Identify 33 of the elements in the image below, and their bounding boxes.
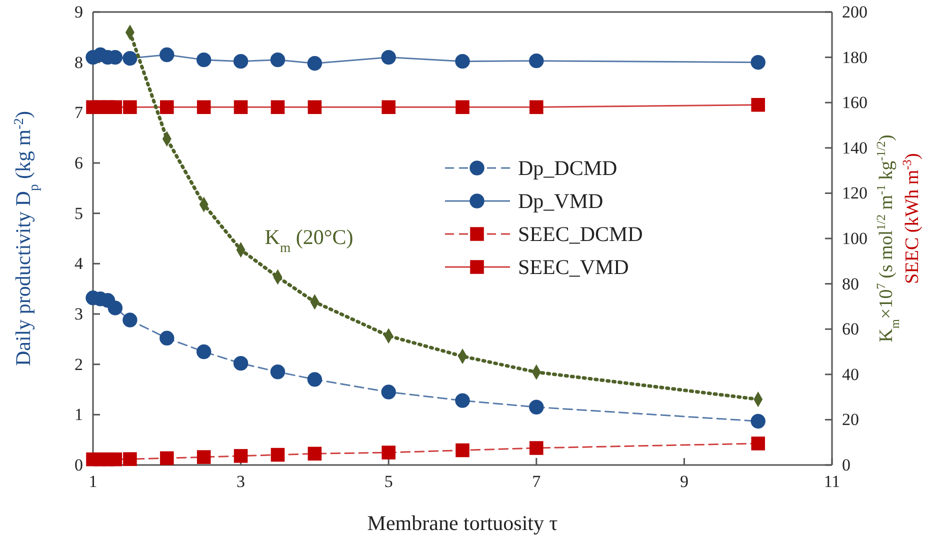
y2-tick-label: 180 (842, 48, 868, 67)
y2-tick-label: 40 (842, 364, 859, 384)
y2-tick-label: 60 (842, 320, 859, 339)
x-tick-label: 11 (824, 472, 840, 492)
legend-label: SEEC_VMD (518, 255, 629, 279)
y-tick-label: 4 (74, 254, 84, 274)
y2-tick-label: 120 (842, 184, 868, 203)
y-tick-label: 5 (74, 204, 83, 223)
y2-tick-label: 160 (842, 93, 868, 112)
y-tick-label: 0 (74, 455, 83, 474)
legend-label: Dp_VMD (518, 189, 604, 213)
x-tick-label: 3 (236, 472, 246, 492)
y2-tick-label: 80 (842, 274, 859, 294)
y-tick-label: 9 (74, 2, 83, 22)
y-tick-label: 3 (74, 304, 83, 324)
y2-tick-label: 20 (842, 410, 859, 430)
series-label: K$_{m}$ (20°C) (264, 224, 354, 254)
x-tick-label: 1 (88, 472, 98, 492)
y-tick-label: 2 (74, 354, 83, 374)
x-tick-label: 5 (384, 472, 393, 492)
y2-tick-label: 140 (842, 138, 868, 158)
legend-label: SEEC_DCMD (518, 222, 643, 246)
y-tick-label: 1 (74, 405, 83, 424)
x-axis-title: Membrane tortuosity τ (367, 511, 558, 535)
legend-label: Dp_DCMD (518, 156, 618, 180)
y2-tick-label: 0 (842, 455, 850, 474)
y-tick-label: 6 (74, 153, 83, 172)
y2-tick-label: 200 (842, 2, 868, 22)
y-tick-label: 7 (74, 103, 84, 122)
y2-tick-label: 100 (842, 228, 868, 248)
y-tick-label: 8 (74, 52, 83, 72)
x-tick-label: 9 (680, 472, 688, 492)
x-tick-label: 7 (532, 472, 542, 492)
